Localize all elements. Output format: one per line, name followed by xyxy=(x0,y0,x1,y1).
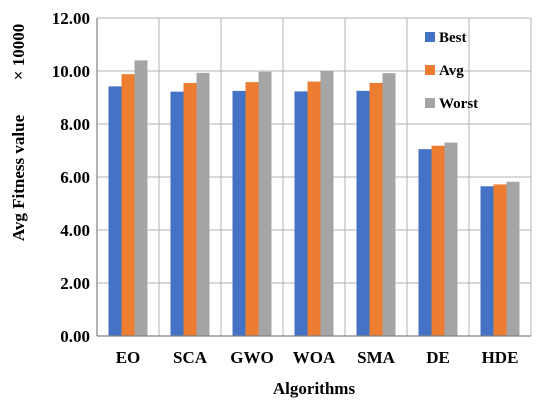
bar-worst-woa xyxy=(320,71,334,336)
bar-best-sca xyxy=(170,91,184,336)
bar-worst-eo xyxy=(134,60,148,337)
x-category-labels: EO SCA GWO WOA SMA DE HDE xyxy=(116,348,519,367)
bar-avg-hde xyxy=(493,184,507,336)
legend-label-worst: Worst xyxy=(439,96,478,112)
x-category-label: WOA xyxy=(293,348,336,367)
y-tick-labels: 0.00 2.00 4.00 6.00 8.00 10.00 12.00 xyxy=(52,9,90,346)
bar-best-gwo xyxy=(232,90,246,336)
bar-worst-de xyxy=(444,142,458,336)
bar-avg-de xyxy=(431,145,445,336)
bar-worst-sca xyxy=(196,72,210,336)
legend-swatch-avg xyxy=(425,65,435,75)
x-category-label: DE xyxy=(426,348,450,367)
bar-avg-eo xyxy=(121,74,135,337)
bar-best-woa xyxy=(294,91,308,336)
y-tick-label: 6.00 xyxy=(60,168,90,187)
y-tick-label: 4.00 xyxy=(60,221,90,240)
bar-avg-woa xyxy=(307,81,321,336)
x-category-label: SMA xyxy=(357,348,396,367)
y-tick-label: 8.00 xyxy=(60,115,90,134)
y-axis-title: Avg Fitness value xyxy=(9,114,28,241)
bar-best-hde xyxy=(480,186,494,336)
bar-avg-gwo xyxy=(245,82,259,336)
x-axis-title: Algorithms xyxy=(273,379,356,398)
bar-avg-sca xyxy=(183,82,197,336)
axes xyxy=(96,18,531,337)
legend: Best Avg Worst xyxy=(425,30,478,112)
bar-worst-sma xyxy=(382,73,396,337)
bar-best-sma xyxy=(356,90,370,336)
bars xyxy=(108,60,520,337)
x-category-label: SCA xyxy=(173,348,208,367)
x-category-label: HDE xyxy=(482,348,519,367)
y-tick-label: 10.00 xyxy=(52,62,90,81)
legend-label-avg: Avg xyxy=(439,63,464,79)
bar-worst-gwo xyxy=(258,71,272,337)
y-tick-label: 12.00 xyxy=(52,9,90,28)
y-multiplier-label: × 10000 xyxy=(9,24,28,80)
legend-label-best: Best xyxy=(439,30,467,46)
bar-avg-sma xyxy=(369,82,383,336)
bar-worst-hde xyxy=(506,181,520,336)
bar-best-eo xyxy=(108,86,122,337)
x-category-label: EO xyxy=(116,348,141,367)
legend-swatch-best xyxy=(425,32,435,42)
y-tick-label: 2.00 xyxy=(60,274,90,293)
x-category-label: GWO xyxy=(230,348,273,367)
y-tick-label: 0.00 xyxy=(60,327,90,346)
bar-best-de xyxy=(418,149,432,336)
legend-swatch-worst xyxy=(425,98,435,108)
